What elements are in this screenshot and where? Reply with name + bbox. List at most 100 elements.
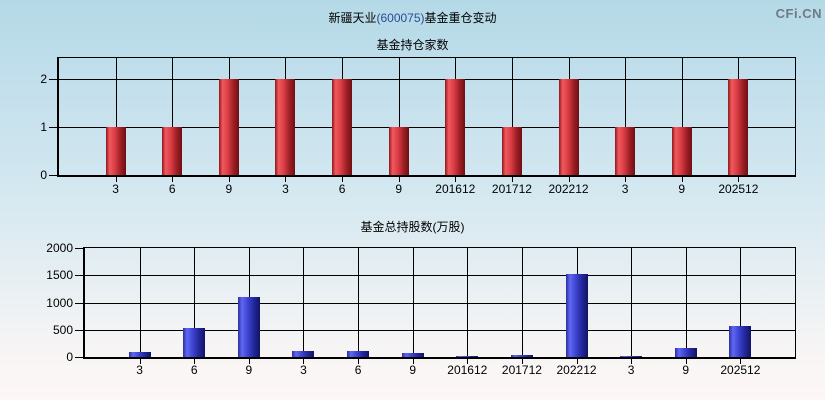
- x-tick-label: 9: [245, 363, 253, 377]
- v-gridline: [625, 58, 627, 175]
- y-axis-tick: [75, 357, 85, 358]
- v-gridline: [115, 58, 117, 175]
- x-axis-tick: [412, 359, 414, 364]
- x-axis-tick: [681, 177, 683, 182]
- bar: [728, 79, 749, 175]
- x-tick-label: 202212: [556, 363, 597, 377]
- title-suffix: 基金重仓变动: [424, 11, 497, 25]
- x-axis-tick: [285, 177, 287, 182]
- x-axis-tick: [248, 359, 250, 364]
- x-axis-tick: [139, 359, 141, 364]
- title-stock-code: (600075): [376, 11, 425, 25]
- y-axis-tick: [75, 248, 85, 249]
- y-tick-label: 1000: [46, 295, 73, 310]
- v-gridline: [467, 248, 469, 357]
- bar: [292, 351, 315, 357]
- total-shares-chart-title: 基金总持股数(万股): [360, 220, 465, 234]
- x-tick-label: 3: [136, 363, 143, 377]
- y-tick-label: 2: [40, 72, 47, 87]
- bar: [456, 355, 479, 357]
- bar: [445, 79, 466, 175]
- x-axis-tick: [568, 177, 570, 182]
- bar: [671, 127, 692, 175]
- bar: [620, 355, 643, 357]
- x-axis-tick: [467, 359, 469, 364]
- bar: [565, 274, 588, 357]
- x-axis-tick: [631, 359, 633, 364]
- v-gridline: [303, 248, 305, 357]
- x-axis-tick: [115, 177, 117, 182]
- v-gridline: [194, 248, 196, 357]
- x-tick-label: 3: [627, 363, 635, 377]
- bar: [558, 79, 579, 175]
- bar: [183, 327, 206, 357]
- bar: [501, 127, 522, 175]
- y-axis-tick: [75, 329, 85, 331]
- v-gridline: [358, 248, 360, 357]
- y-axis-tick: [75, 302, 85, 304]
- v-gridline: [172, 58, 174, 175]
- x-tick-label: 202212: [548, 182, 589, 196]
- x-axis-tick: [455, 177, 457, 182]
- bar: [729, 325, 752, 357]
- bar: [388, 127, 409, 175]
- holder-count-plot-area: [57, 57, 796, 177]
- y-tick-label: 0: [40, 168, 47, 182]
- bar: [275, 79, 296, 175]
- h-gridline: [85, 275, 795, 277]
- x-axis-tick: [194, 359, 196, 364]
- v-gridline: [681, 58, 683, 175]
- bar: [510, 355, 533, 357]
- bar: [105, 127, 126, 175]
- x-axis-tick: [521, 359, 523, 364]
- x-axis-tick: [342, 177, 344, 182]
- x-axis-tick: [511, 177, 513, 182]
- x-tick-label: 202512: [720, 363, 761, 377]
- y-tick-label: 1500: [46, 268, 73, 283]
- x-tick-label: 9: [682, 363, 690, 377]
- bar: [237, 297, 260, 357]
- title-stock-name: 新疆天业: [328, 11, 377, 25]
- v-gridline: [740, 248, 742, 357]
- x-tick-label: 3: [282, 182, 289, 196]
- bar: [162, 127, 183, 175]
- v-gridline: [685, 248, 687, 357]
- x-tick-label: 6: [354, 363, 362, 377]
- y-tick-label: 0: [66, 350, 73, 364]
- x-tick-label: 3: [300, 363, 307, 377]
- x-axis-tick: [303, 359, 305, 364]
- x-tick-label: 9: [409, 363, 417, 377]
- v-gridline: [412, 248, 414, 357]
- v-gridline: [511, 58, 513, 175]
- x-axis-tick: [358, 359, 360, 364]
- v-gridline: [631, 248, 633, 357]
- y-tick-label: 500: [52, 322, 73, 337]
- x-tick-label: 201612: [447, 363, 488, 377]
- bar: [347, 351, 370, 357]
- x-tick-label: 3: [112, 182, 119, 196]
- x-tick-label: 202512: [718, 182, 759, 196]
- x-axis-tick: [228, 177, 230, 182]
- x-tick-label: 6: [338, 182, 346, 196]
- v-gridline: [398, 58, 400, 175]
- bar: [332, 79, 353, 175]
- x-axis-tick: [625, 177, 627, 182]
- bar: [674, 347, 697, 357]
- x-tick-label: 201712: [501, 363, 542, 377]
- x-tick-label: 3: [621, 182, 629, 196]
- bar: [401, 353, 424, 357]
- v-gridline: [139, 248, 141, 357]
- x-axis-tick: [738, 177, 740, 182]
- h-gridline: [59, 79, 795, 81]
- total-shares-plot-area: [83, 247, 796, 359]
- y-axis-tick: [49, 79, 59, 81]
- h-gridline: [85, 329, 795, 331]
- x-tick-label: 201712: [491, 182, 532, 196]
- x-tick-label: 6: [190, 363, 198, 377]
- bar: [218, 79, 239, 175]
- x-tick-label: 6: [168, 182, 176, 196]
- holder-count-chart-title: 基金持仓家数: [376, 38, 449, 52]
- y-axis-tick: [75, 275, 85, 277]
- x-tick-label: 9: [225, 182, 233, 196]
